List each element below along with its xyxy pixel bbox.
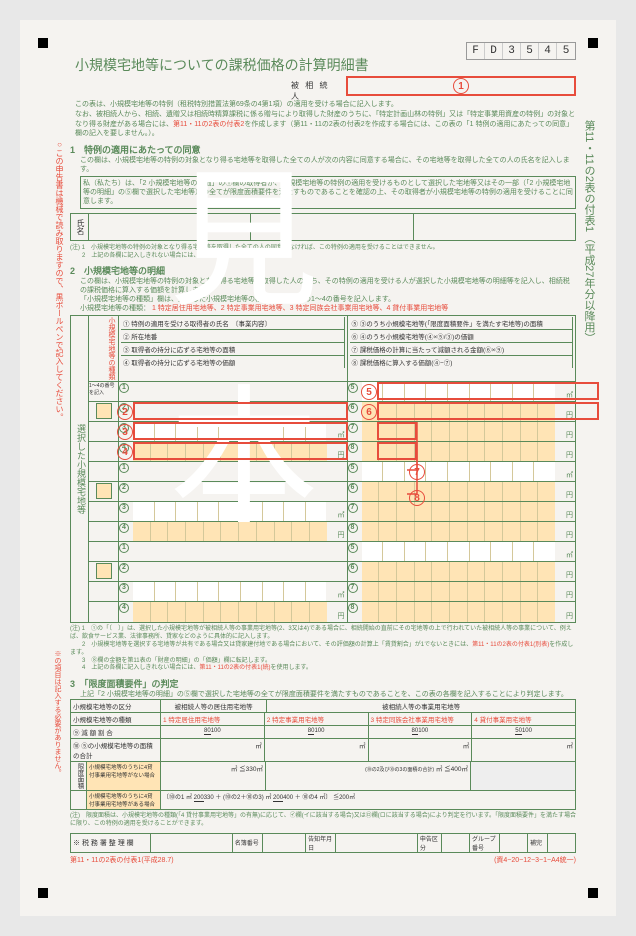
- bottom-left-ref: 第11・11の2表の付表1(平成28.7): [70, 855, 174, 865]
- content-area: 1 特例の適用にあたっての同意 この欄は、小規模宅地等の特例の対象となり得る宅地…: [70, 140, 576, 886]
- num-label: 1～4の番号を記入: [89, 382, 119, 401]
- type-input[interactable]: [89, 402, 119, 421]
- detail-table: 選択した小規模宅地等 小規模宅地等の種類 ① 特例の適用を受ける取得者の氏名 〔…: [70, 315, 576, 623]
- intro-p1: この表は、小規模宅地等の特例（租税特別措置法第69条の4第1項）の適用を受ける場…: [75, 100, 576, 110]
- fd-char: 4: [539, 43, 557, 59]
- row-group-1: 1～4の番号を記入 1 5㎡ 2 6円 3㎡ 7円: [89, 382, 575, 462]
- name-cell[interactable]: [414, 214, 575, 240]
- sec2-body: この欄は、小規模宅地等の特例の対象となり得る宅地等を取得した人のうち、その特例の…: [80, 277, 576, 304]
- sec3-foot-note: (注) 限度面積は、小規模宅地等の種類(「4 貸付事業用宅地等」の有無)に応じて…: [70, 813, 576, 829]
- heir-input-box[interactable]: 1: [346, 76, 576, 96]
- bottom-right-ref: (資4−20−12−3−1−A4統一): [494, 855, 576, 865]
- sec3-body: 上記「2 小規模宅地等の明細」の⑤欄で選択した宅地等の全てが限度面積要件を満たす…: [80, 690, 576, 699]
- section-3: 3 「限度面積要件」の判定 上記「2 小規模宅地等の明細」の⑤欄で選択した宅地等…: [70, 677, 576, 829]
- fd-char: D: [485, 43, 503, 59]
- highlight-2: [133, 402, 348, 420]
- lt-row10[interactable]: ⑩ ⑤の小規模宅地等の面積の合計 ㎡ ㎡ ㎡ ㎡: [71, 739, 575, 762]
- side-title-right: 第11・11の2表の付表1（平成27年分以降用）: [578, 120, 596, 343]
- fd-char: F: [467, 43, 485, 59]
- sec2-head: 2 小規模宅地等の明細: [70, 264, 576, 277]
- row-group-3: 15㎡ 26円 3㎡7円 4円8円: [89, 542, 575, 622]
- office-use-row: ※ 税 務 署 整 理 欄 名簿番号 告知年月日 申告区分 グループ番号 補完: [70, 833, 576, 853]
- lt-limit-b[interactable]: 小規模宅地等のうちに4貸付事業用宅地等がある場合 〔⑩の1 ㎡ 200330 ＋…: [71, 791, 575, 809]
- bottom-references: 第11・11の2表の付表1(平成28.7) (資4−20−12−3−1−A4統一…: [70, 855, 576, 865]
- corner-mark: [588, 888, 598, 898]
- corner-mark: [588, 38, 598, 48]
- heir-label: 被 相 続 人: [291, 80, 341, 102]
- sec1-note: (注) 1 小規模宅地等の特例の対象となり得る宅地等を取得した全ての人の同意がな…: [70, 245, 576, 261]
- table-vlabel: 選択した小規模宅地等: [71, 316, 89, 622]
- highlight-6: [377, 402, 599, 420]
- name-cell[interactable]: [251, 214, 413, 240]
- sec3-head: 3 「限度面積要件」の判定: [70, 677, 576, 690]
- name-cell[interactable]: [89, 214, 251, 240]
- marker-1: 1: [453, 78, 469, 94]
- side-asterisk-note: ※の項目は記入する必要がありません。: [52, 650, 62, 776]
- lt-limit-a[interactable]: 限度面積 小規模宅地等のうちに4貸付事業用宅地等がない場合 ㎡ ≦330㎡ (⑩…: [71, 762, 575, 791]
- highlight-3: [133, 422, 348, 440]
- lt-head-1: 小規模宅地等の区分 被相続人等の居住用宅地等 被相続人等の事業用宅地等: [71, 700, 575, 713]
- corner-mark: [38, 38, 48, 48]
- fd-char: 3: [503, 43, 521, 59]
- highlight-4: [133, 442, 348, 460]
- fd-char: 5: [521, 43, 539, 59]
- name-row[interactable]: 氏名: [70, 213, 576, 241]
- form-page: 見本 F D 3 5 4 5 小規模宅地等についての課税価格の計算明細書 被 相…: [20, 20, 616, 916]
- sec1-head: 1 特例の適用にあたっての同意: [70, 143, 576, 156]
- right-header: ⑤ ③のうち小規模宅地等(「限度面積要件」を満たす宅地等)の面積 ⑥ ④のうち小…: [348, 316, 576, 382]
- sec1-body: この欄は、小規模宅地等の特例の対象となり得る宅地等を取得した全ての人が次の内容に…: [80, 156, 576, 174]
- lt-row9: ⑨ 減 額 割 合 80100 80100 80100 50100: [71, 726, 575, 739]
- left-header: ① 特例の適用を受ける取得者の氏名 〔事業内容〕 ② 所在地番 ③ 取得者の持分…: [119, 316, 348, 382]
- row-group-2: 15㎡ 26円 3㎡7円 4円8円 7 8: [89, 462, 575, 542]
- table-header: 小規模宅地等の種類 ① 特例の適用を受ける取得者の氏名 〔事業内容〕 ② 所在地…: [89, 316, 575, 382]
- corner-mark: [38, 888, 48, 898]
- fd-char: 5: [557, 43, 575, 59]
- types-line: 小規模宅地等の種類： 1 特定居住用宅地等、2 特定事業用宅地等、3 特定同族会…: [80, 304, 576, 313]
- lt-kind-row: 小規模宅地等の種類 1 特定居住用宅地等 2 特定事業用宅地等 3 特定同族会社…: [71, 713, 575, 726]
- name-label: 氏名: [71, 214, 89, 240]
- form-code-box: F D 3 5 4 5: [466, 42, 576, 60]
- footer-label: ※ 税 務 署 整 理 欄: [71, 834, 151, 852]
- side-note-left: ○この申告書は機械で読み取りますので、黒ボールペンで記入してください。: [52, 140, 64, 421]
- highlight-5: [377, 382, 599, 400]
- intro-p2: なお、被相続人から、相続、遺贈又は相続時精算課税に係る贈与により取得した財産のう…: [75, 110, 576, 139]
- limit-table: 小規模宅地等の区分 被相続人等の居住用宅地等 被相続人等の事業用宅地等 小規模宅…: [70, 699, 576, 810]
- page-title: 小規模宅地等についての課税価格の計算明細書: [75, 55, 369, 75]
- type-col-head: 小規模宅地等の種類: [89, 316, 119, 382]
- notes-2: (注) 1 ①の「〔 〕」は、選択した小規模宅地等が被相続人等の事業用宅地等(2…: [70, 626, 576, 673]
- intro-text: この表は、小規模宅地等の特例（租税特別措置法第69条の4第1項）の適用を受ける場…: [75, 100, 576, 139]
- consent-box: 私（私たち）は、「2 小規模宅地等の明細」の①欄の取得者が、小規模宅地等の特例の…: [80, 176, 576, 209]
- connector-lines: [389, 422, 419, 502]
